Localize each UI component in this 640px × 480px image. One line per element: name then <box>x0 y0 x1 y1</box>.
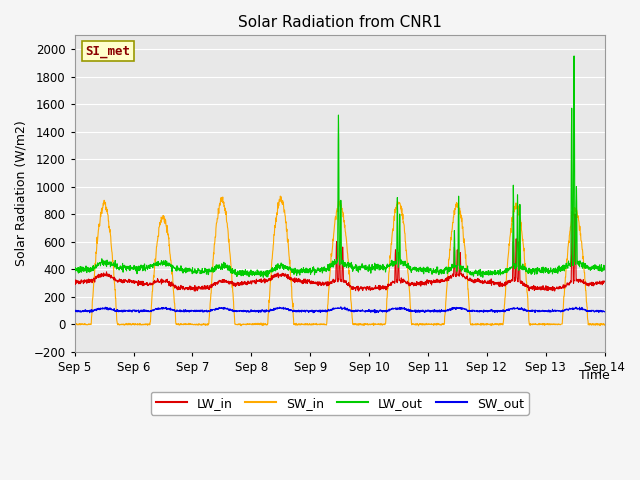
SW_out <box>369 309 376 314</box>
Title: Solar Radiation from CNR1: Solar Radiation from CNR1 <box>237 15 442 30</box>
LW_in <box>369 286 376 291</box>
SW_out <box>469 307 477 313</box>
LW_out <box>259 275 267 280</box>
Y-axis label: Solar Radiation (W/m2): Solar Radiation (W/m2) <box>15 120 28 266</box>
LW_in <box>568 208 576 214</box>
SW_in <box>71 321 79 326</box>
LW_out <box>600 266 608 272</box>
LW_out <box>536 269 544 275</box>
LW_in <box>552 286 559 291</box>
SW_out <box>312 308 320 313</box>
SW_in <box>369 322 376 327</box>
LW_in <box>468 278 476 284</box>
SW_in <box>552 321 560 327</box>
Text: SI_met: SI_met <box>85 45 131 58</box>
LW_out <box>601 264 609 269</box>
SW_out <box>371 310 379 316</box>
SW_in <box>313 322 321 327</box>
Line: SW_out: SW_out <box>75 307 605 313</box>
LW_in <box>313 281 321 287</box>
SW_in <box>601 322 609 328</box>
LW_out <box>570 53 578 59</box>
SW_in <box>600 322 608 327</box>
SW_in <box>537 321 545 327</box>
SW_in <box>276 193 284 199</box>
SW_out <box>337 304 345 310</box>
LW_out <box>71 269 79 275</box>
SW_in <box>469 322 477 327</box>
LW_in <box>536 287 544 292</box>
LW_out <box>552 268 559 274</box>
X-axis label: Time: Time <box>579 369 610 382</box>
SW_out <box>552 308 560 313</box>
Legend: LW_in, SW_in, LW_out, SW_out: LW_in, SW_in, LW_out, SW_out <box>150 392 529 415</box>
Line: SW_in: SW_in <box>75 196 605 326</box>
LW_in <box>191 288 198 294</box>
SW_in <box>415 323 422 329</box>
LW_out <box>369 265 376 271</box>
SW_out <box>537 308 545 314</box>
Line: LW_out: LW_out <box>75 56 605 277</box>
LW_out <box>468 271 476 277</box>
LW_out <box>313 270 321 276</box>
LW_in <box>71 280 79 286</box>
LW_in <box>601 279 609 285</box>
Line: LW_in: LW_in <box>75 211 605 291</box>
LW_in <box>600 278 608 284</box>
SW_out <box>71 308 79 314</box>
SW_out <box>600 309 608 314</box>
SW_out <box>601 309 609 314</box>
